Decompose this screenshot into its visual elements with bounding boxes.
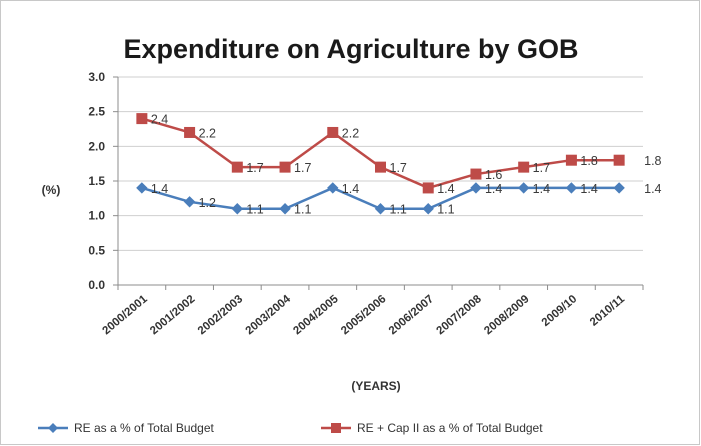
data-label: 1.7 [294, 161, 311, 175]
data-label: 1.4 [644, 182, 661, 196]
data-point-marker [470, 168, 482, 180]
data-point-marker [422, 182, 434, 194]
y-tick-label: 3.0 [88, 70, 105, 84]
data-label: 1.8 [644, 154, 661, 168]
data-label: 1.4 [485, 182, 502, 196]
data-label: 2.4 [151, 113, 168, 127]
series-lines [136, 113, 625, 215]
x-tick-label: 2002/2003 [196, 293, 245, 337]
data-labels: 1.4 1.2 1.1 1.1 1.4 1.1 1.1 1.4 1.4 1.4 1.4 2.4 2.2 1… [151, 113, 662, 217]
data-label: 1.1 [294, 203, 311, 217]
y-tick-label: 2.0 [88, 139, 105, 153]
data-label: 1.4 [151, 182, 168, 196]
x-tick-label: 2004/2005 [291, 293, 341, 338]
data-point-marker [279, 203, 291, 215]
data-point-marker [375, 161, 386, 173]
data-label: 1.7 [390, 161, 407, 175]
data-point-marker [517, 182, 530, 194]
data-point-marker [136, 182, 148, 194]
y-tick-label: 1.5 [88, 174, 105, 188]
data-label: 1.1 [437, 203, 454, 217]
data-label: 1.4 [580, 182, 597, 196]
data-label: 1.1 [246, 203, 263, 217]
gridlines [118, 76, 643, 251]
legend-label-1: RE as a % of Total Budget [74, 421, 215, 435]
data-point-marker [183, 196, 196, 208]
data-point-marker [613, 182, 625, 194]
data-label: 1.4 [342, 182, 359, 196]
data-label: 1.4 [437, 182, 454, 196]
x-tick-label: 2003/2004 [244, 293, 294, 338]
data-point-marker [231, 203, 244, 215]
data-label: 2.2 [342, 126, 359, 140]
x-tick-label: 2006/2007 [387, 293, 436, 337]
data-label: 1.1 [390, 203, 407, 217]
data-point-marker [327, 182, 339, 194]
data-label: 1.7 [533, 161, 550, 175]
data-label: 2.2 [199, 126, 216, 140]
y-axis-label: (%) [42, 183, 61, 197]
data-point-marker [470, 182, 482, 194]
data-point-marker [374, 203, 387, 215]
data-point-marker [613, 154, 625, 166]
y-tick-label: 1.0 [88, 209, 105, 223]
data-point-marker [565, 154, 577, 166]
chart-title: Expenditure on Agriculture by GOB [123, 34, 578, 64]
data-point-marker [279, 161, 291, 173]
data-point-marker [422, 203, 434, 215]
data-label: 1.7 [246, 161, 263, 175]
data-label: 1.6 [485, 168, 502, 182]
data-point-marker [518, 161, 530, 173]
data-point-marker [327, 126, 339, 138]
x-tick-label: 2000/2001 [100, 293, 150, 338]
data-point-marker [184, 126, 196, 138]
data-label: 1.2 [199, 196, 216, 210]
data-point-marker [136, 113, 148, 125]
legend-marker-2 [331, 423, 341, 433]
legend-marker-1 [48, 423, 58, 433]
x-tick-label: 2008/2009 [482, 293, 531, 337]
x-tick-label: 2010/11 [588, 293, 628, 329]
data-label: 1.8 [580, 154, 597, 168]
data-label: 1.4 [533, 182, 550, 196]
y-tick-label: 2.5 [88, 105, 105, 119]
y-tick-label: 0.5 [88, 243, 105, 257]
x-axis-label: (YEARS) [351, 379, 400, 393]
data-point-marker [565, 182, 578, 194]
y-tick-label: 0.0 [88, 278, 105, 292]
x-tick-label: 2005/2006 [339, 293, 388, 337]
legend-label-2: RE + Cap II as a % of Total Budget [357, 421, 543, 435]
x-tick-label: 2009/10 [540, 293, 580, 329]
x-tick-label: 2007/2008 [435, 293, 485, 338]
x-tick-label: 2001/2002 [148, 293, 197, 337]
data-point-marker [231, 161, 243, 173]
legend: RE as a % of Total Budget RE + Cap II as … [38, 421, 543, 435]
